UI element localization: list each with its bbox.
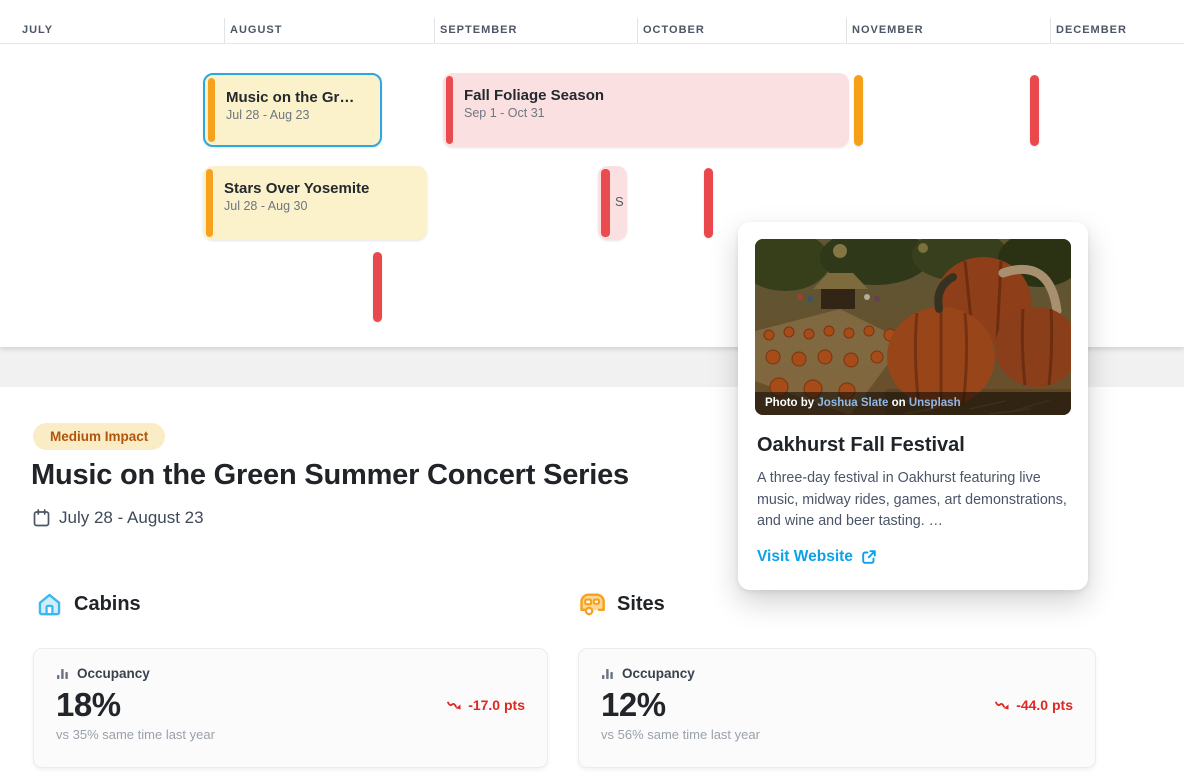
section-header-sites: Sites <box>578 591 665 617</box>
calendar-icon <box>33 509 50 527</box>
medium-impact-accent <box>208 78 215 142</box>
event-pill-orange[interactable] <box>854 75 863 146</box>
bar-chart-icon <box>57 669 68 679</box>
occupancy-value: 12% <box>601 686 666 723</box>
month-tick <box>224 18 225 43</box>
impact-badge: Medium Impact <box>33 423 166 450</box>
page-title: Music on the Green Summer Concert Series <box>31 459 629 491</box>
event-pill-oakhurst-fall-festival[interactable] <box>704 168 713 238</box>
photo-author-link[interactable]: Joshua Slate <box>817 397 889 409</box>
event-date-row: July 28 - August 23 <box>33 508 204 528</box>
timeline-header-divider <box>0 43 1184 44</box>
metric-header: Occupancy <box>56 666 525 681</box>
month-tick <box>434 18 435 43</box>
photo-source-link[interactable]: Unsplash <box>908 397 961 409</box>
medium-impact-accent <box>206 169 213 237</box>
event-bar-clipped[interactable]: S <box>598 166 627 240</box>
event-bar-stars-over-yosemite[interactable]: Stars Over Yosemite Jul 28 - Aug 30 <box>203 166 427 240</box>
external-link-icon <box>862 550 876 564</box>
event-title: Stars Over Yosemite <box>224 180 370 197</box>
month-tick <box>637 18 638 43</box>
month-label-december: DECEMBER <box>1056 24 1127 36</box>
occupancy-comparison: vs 56% same time last year <box>601 727 760 742</box>
bar-chart-icon <box>602 669 613 679</box>
month-label-august: AUGUST <box>230 24 283 36</box>
high-impact-accent <box>601 169 610 237</box>
event-title: Music on the Gr… <box>226 89 355 106</box>
photo-caption-prefix: Photo by <box>765 397 815 409</box>
event-pill-red[interactable] <box>1030 75 1039 146</box>
event-pill-red[interactable] <box>373 252 382 322</box>
month-label-october: OCTOBER <box>643 24 705 36</box>
event-popup-card: Photo by Joshua Slate on Unsplash Oakhur… <box>738 222 1088 590</box>
camper-icon <box>580 593 605 616</box>
month-label-july: JULY <box>22 24 54 36</box>
month-label-september: SEPTEMBER <box>440 24 518 36</box>
festival-photo-illustration <box>755 239 1071 415</box>
popup-event-title: Oakhurst Fall Festival <box>757 434 965 456</box>
festival-photo: Photo by Joshua Slate on Unsplash <box>755 239 1071 415</box>
metric-label: Occupancy <box>622 666 695 681</box>
occupancy-delta: -44.0 pts <box>995 697 1073 713</box>
occupancy-value: 18% <box>56 686 121 723</box>
occupancy-comparison: vs 35% same time last year <box>56 727 215 742</box>
section-header-cabins: Cabins <box>36 591 141 618</box>
event-bar-fall-foliage-season[interactable]: Fall Foliage Season Sep 1 - Oct 31 <box>443 73 849 147</box>
month-label-november: NOVEMBER <box>852 24 924 36</box>
popup-event-description: A three-day festival in Oakhurst featuri… <box>757 470 1067 530</box>
metric-row: 18% -17.0 pts <box>56 686 525 724</box>
event-title: S <box>615 194 624 209</box>
photo-caption-mid: on <box>891 397 906 409</box>
event-title: Fall Foliage Season <box>464 87 605 104</box>
metric-label: Occupancy <box>77 666 150 681</box>
month-tick <box>1050 18 1051 43</box>
occupancy-delta-value: -44.0 pts <box>1016 697 1073 713</box>
section-label: Sites <box>617 592 665 615</box>
occupancy-delta: -17.0 pts <box>447 697 525 713</box>
visit-website-link[interactable]: Visit Website <box>757 548 877 566</box>
metric-header: Occupancy <box>601 666 1073 681</box>
event-dates: Jul 28 - Aug 23 <box>226 108 310 122</box>
visit-website-label: Visit Website <box>757 548 853 565</box>
trend-down-icon <box>995 701 1009 709</box>
house-icon <box>38 593 61 616</box>
month-tick <box>846 18 847 43</box>
photo-caption: Photo by Joshua Slate on Unsplash <box>755 392 1071 415</box>
event-bar-music-on-the-green[interactable]: Music on the Gr… Jul 28 - Aug 23 <box>203 73 382 147</box>
trend-down-icon <box>447 701 461 709</box>
metric-row: 12% -44.0 pts <box>601 686 1073 724</box>
event-dates: Sep 1 - Oct 31 <box>464 106 545 120</box>
event-dates: Jul 28 - Aug 30 <box>224 199 308 213</box>
event-date-range: July 28 - August 23 <box>59 508 204 527</box>
section-label: Cabins <box>74 593 141 615</box>
occupancy-delta-value: -17.0 pts <box>468 697 525 713</box>
high-impact-accent <box>446 76 453 144</box>
occupancy-card-sites: Occupancy 12% -44.0 pts vs 56% same time… <box>578 648 1096 768</box>
occupancy-card-cabins: Occupancy 18% -17.0 pts vs 35% same time… <box>33 648 548 768</box>
